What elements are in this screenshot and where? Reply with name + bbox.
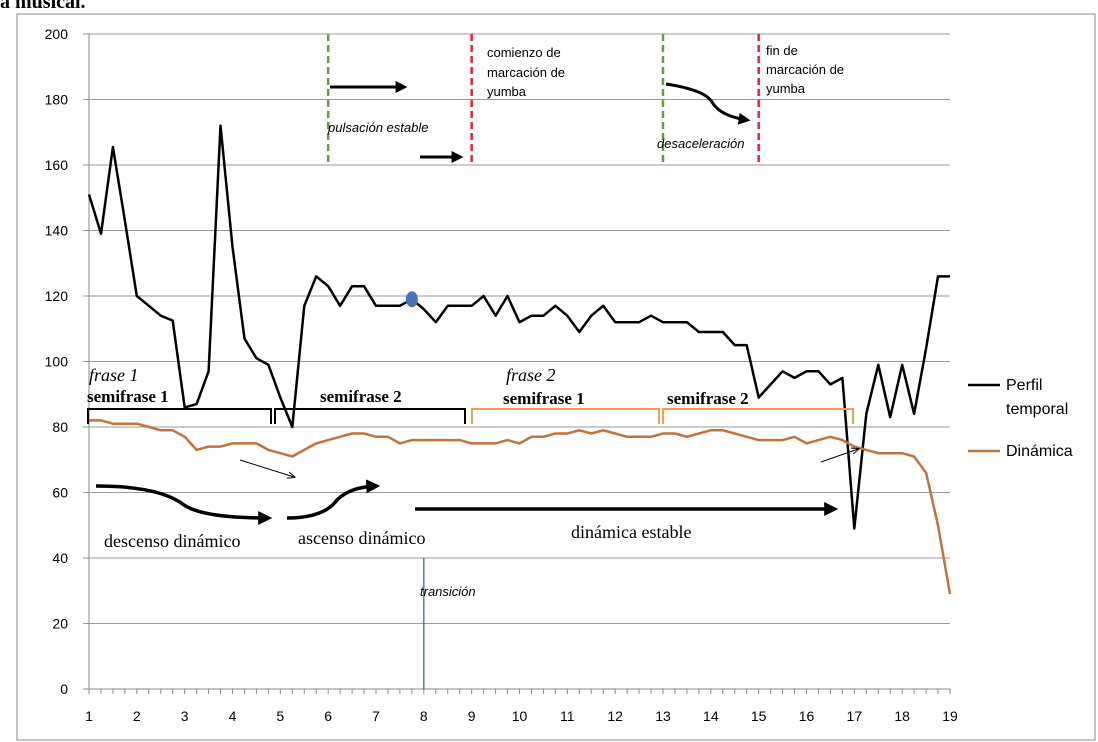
ascenso-arrow bbox=[286, 479, 381, 520]
bracket-semifrase-2b bbox=[662, 408, 854, 424]
annotation-arrows bbox=[95, 81, 858, 525]
x-tick-label: 9 bbox=[468, 708, 476, 724]
descenso-label: descenso dinámico bbox=[104, 531, 240, 551]
y-axis: 0 20 40 60 80 100 120 140 160 180 200 bbox=[45, 26, 69, 697]
series-group bbox=[87, 124, 952, 595]
legend-label-perfil-1: Perfil bbox=[1006, 377, 1042, 394]
legend-label-perfil-2: temporal bbox=[1006, 401, 1068, 418]
x-tick-label: 6 bbox=[324, 708, 332, 724]
y-tick-label: 20 bbox=[52, 616, 68, 632]
x-tick-label: 8 bbox=[420, 708, 428, 724]
thin-arrow-1 bbox=[239, 459, 294, 477]
y-tick-label: 100 bbox=[45, 354, 69, 370]
x-tick-label: 10 bbox=[512, 708, 528, 724]
desaceleracion-label: desaceleración bbox=[657, 136, 744, 151]
ascenso-label: ascenso dinámico bbox=[298, 528, 425, 548]
x-axis: 1 2 3 4 5 6 7 8 9 10 11 12 13 14 15 16 17 18 19 bbox=[85, 689, 958, 724]
desaceleracion-arrow bbox=[665, 82, 751, 125]
legend: Perfil temporal Dinámica bbox=[968, 377, 1073, 460]
x-tick-label: 16 bbox=[799, 708, 815, 724]
bracket-semifrase-1b bbox=[471, 408, 660, 424]
series-line-perfil-temporal bbox=[87, 124, 950, 530]
thin-arrow-2 bbox=[820, 449, 858, 463]
page-heading-fragment: a musical. bbox=[0, 0, 86, 13]
y-tick-label: 120 bbox=[45, 288, 69, 304]
bracket-semifrase-2a bbox=[274, 408, 466, 424]
fin-label-3: yumba bbox=[766, 81, 806, 96]
fin-label-2: marcación de bbox=[766, 62, 844, 77]
chart-frame bbox=[16, 13, 1096, 741]
highlight-marker bbox=[405, 291, 418, 308]
annotations: pulsación estable comienzo de marcación … bbox=[87, 43, 844, 599]
x-tick-label: 14 bbox=[703, 708, 719, 724]
comienzo-label-1: comienzo de bbox=[487, 45, 561, 60]
x-tick-label: 15 bbox=[751, 708, 767, 724]
y-tick-label: 140 bbox=[45, 223, 69, 239]
descenso-arrow bbox=[95, 484, 273, 525]
x-tick-label: 5 bbox=[276, 708, 284, 724]
x-tick-label: 12 bbox=[607, 708, 623, 724]
pulsacion-label: pulsación estable bbox=[327, 120, 428, 135]
grid bbox=[83, 33, 950, 690]
semifrase-1a-label: semifrase 1 bbox=[87, 387, 169, 406]
semifrase-2a-label: semifrase 2 bbox=[320, 387, 402, 406]
bracket-semifrase-1a bbox=[87, 408, 272, 424]
y-tick-label: 200 bbox=[45, 26, 69, 42]
comienzo-label-2: marcación de bbox=[487, 65, 565, 80]
vertical-markers bbox=[326, 34, 760, 689]
phrase-brackets bbox=[87, 408, 854, 424]
frase-1-label: frase 1 bbox=[89, 365, 139, 385]
x-tick-label: 2 bbox=[133, 708, 141, 724]
y-tick-label: 40 bbox=[52, 550, 68, 566]
x-tick-label: 13 bbox=[655, 708, 671, 724]
x-tick-label: 18 bbox=[894, 708, 910, 724]
y-tick-label: 0 bbox=[60, 681, 68, 697]
fin-label-1: fin de bbox=[766, 43, 798, 58]
x-tick-label: 11 bbox=[560, 708, 575, 724]
x-tick-label: 1 bbox=[85, 708, 93, 724]
estable-label: dinámica estable bbox=[571, 522, 691, 542]
y-tick-label: 60 bbox=[52, 485, 68, 501]
x-tick-label: 4 bbox=[229, 708, 237, 724]
frase-2-label: frase 2 bbox=[506, 365, 556, 385]
y-tick-label: 160 bbox=[45, 157, 69, 173]
x-tick-label: 7 bbox=[372, 708, 380, 724]
transicion-label: transición bbox=[420, 584, 476, 599]
semifrase-1b-label: semifrase 1 bbox=[503, 389, 585, 408]
x-tick-label: 3 bbox=[181, 708, 189, 724]
legend-label-dinamica: Dinámica bbox=[1006, 443, 1073, 460]
x-tick-label: 19 bbox=[942, 708, 958, 724]
y-tick-label: 80 bbox=[52, 419, 68, 435]
comienzo-label-3: yumba bbox=[487, 84, 527, 99]
series-line-dinamica bbox=[89, 419, 952, 595]
y-tick-label: 180 bbox=[45, 92, 69, 108]
semifrase-2b-label: semifrase 2 bbox=[667, 389, 749, 408]
x-tick-label: 17 bbox=[847, 708, 863, 724]
